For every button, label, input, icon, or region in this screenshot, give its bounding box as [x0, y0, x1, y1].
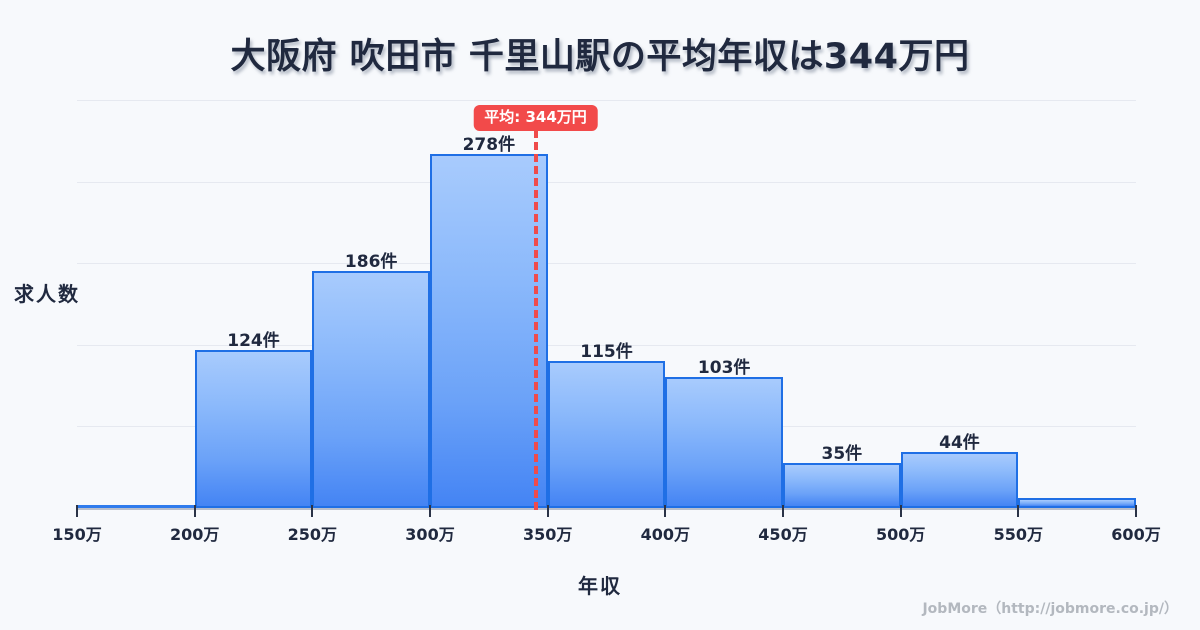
x-tick-mark — [1135, 505, 1137, 517]
bar-450-500万[interactable] — [783, 463, 901, 508]
x-tick-mark — [546, 505, 549, 517]
x-tick-label: 150万 — [52, 525, 102, 544]
bar-value-label: 115件 — [580, 342, 633, 363]
x-tick-mark — [899, 505, 902, 517]
y-axis-title: 求人数 — [14, 282, 80, 306]
x-tick-label: 500万 — [875, 525, 926, 544]
bar-550-600万[interactable] — [1018, 497, 1136, 508]
x-tick-label: 400万 — [640, 525, 691, 544]
x-tick-label: 600万 — [1111, 525, 1161, 544]
x-axis-baseline — [77, 508, 1136, 510]
bar-value-label: 44件 — [939, 432, 980, 453]
x-tick-mark — [76, 505, 78, 517]
x-tick-mark — [664, 505, 667, 517]
bar-400-450万[interactable] — [665, 376, 783, 508]
bar-value-label: 124件 — [227, 330, 280, 351]
chart-plot-area — [77, 100, 1136, 510]
bar-value-label: 278件 — [462, 134, 516, 155]
bar-350-400万[interactable] — [547, 361, 666, 508]
gridline — [77, 344, 1136, 346]
average-badge: 平均: 344万円 — [473, 105, 598, 131]
gridline — [77, 100, 1136, 101]
footer-credit: JobMore（http://jobmore.co.jp/） — [922, 601, 1178, 617]
bar-value-label: 35件 — [821, 444, 863, 465]
bar-500-550万[interactable] — [900, 451, 1019, 508]
x-tick-label: 350万 — [522, 525, 573, 544]
x-tick-mark — [311, 505, 314, 517]
bar-150-200万[interactable] — [77, 505, 195, 508]
x-tick-label: 300万 — [405, 525, 455, 544]
bar-300-350万[interactable] — [430, 153, 548, 508]
average-line — [533, 130, 538, 510]
x-tick-label: 250万 — [287, 525, 338, 544]
x-axis-title: 年収 — [578, 574, 622, 598]
x-tick-mark — [1017, 505, 1020, 517]
bar-250-300万[interactable] — [312, 270, 430, 508]
x-tick-mark — [193, 505, 196, 517]
gridline — [77, 181, 1136, 183]
gridline — [77, 263, 1136, 265]
x-tick-label: 200万 — [169, 525, 220, 544]
x-tick-label: 450万 — [758, 525, 808, 544]
x-tick-label: 550万 — [993, 525, 1044, 544]
x-tick-mark — [782, 505, 784, 517]
bar-value-label: 186件 — [344, 251, 398, 272]
page-title: 大阪府 吹田市 千里山駅の平均年収は344万円 — [230, 37, 970, 77]
x-tick-mark — [429, 505, 431, 517]
bar-value-label: 103件 — [697, 357, 751, 378]
bar-200-250万[interactable] — [194, 349, 313, 508]
